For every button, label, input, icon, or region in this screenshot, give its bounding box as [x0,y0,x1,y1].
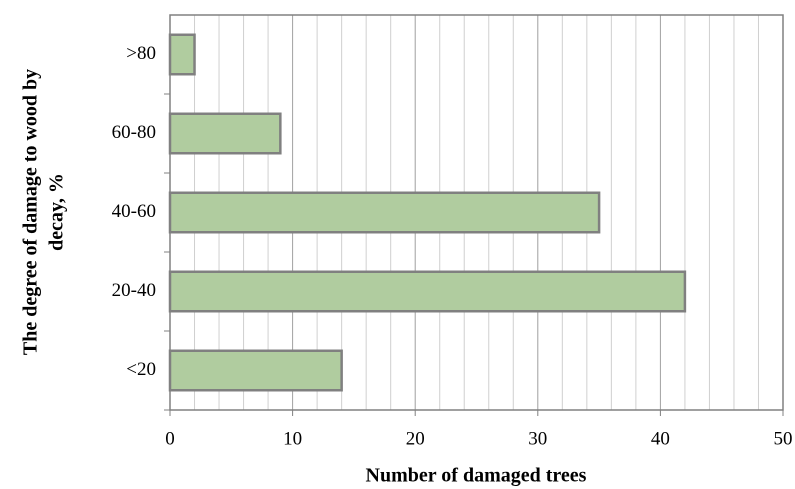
y-tick-label: >80 [126,43,156,64]
y-tick-label: 40-60 [112,201,156,222]
y-axis-label-line: decay, % [46,173,68,251]
bar [168,349,343,392]
x-tick-label: 20 [406,428,425,449]
bar [168,33,196,76]
x-tick-label: 50 [774,428,793,449]
bar [168,112,282,155]
x-tick-label: 0 [165,428,175,449]
x-tick-label: 40 [651,428,670,449]
y-axis-label-line: The degree of damage to wood by [20,69,42,355]
y-axis-label: The degree of damage to wood by decay, % [20,69,68,355]
y-tick-label: 60-80 [112,122,156,143]
bar [168,191,601,234]
y-tick-label: 20-40 [112,280,156,301]
y-tick-label: <20 [126,359,156,380]
x-tick-label: 10 [283,428,302,449]
x-tick-label: 30 [528,428,547,449]
x-axis-label: Number of damaged trees [366,465,587,487]
bar [168,270,687,313]
